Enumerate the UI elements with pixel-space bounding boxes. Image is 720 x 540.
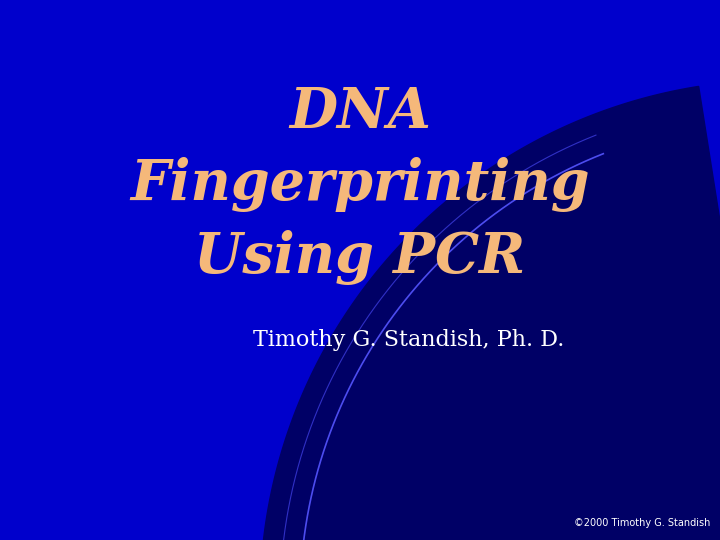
- Polygon shape: [260, 86, 720, 540]
- Text: DNA
Fingerprinting
Using PCR: DNA Fingerprinting Using PCR: [130, 85, 590, 285]
- Text: Timothy G. Standish, Ph. D.: Timothy G. Standish, Ph. D.: [253, 329, 564, 351]
- Text: ©2000 Timothy G. Standish: ©2000 Timothy G. Standish: [574, 518, 710, 528]
